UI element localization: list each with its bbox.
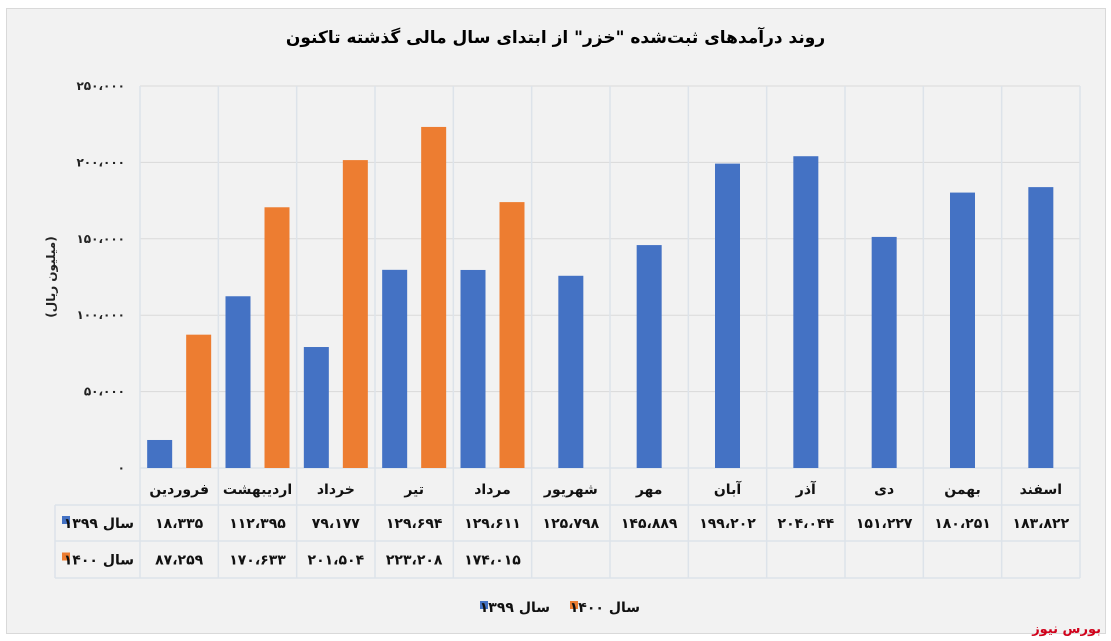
source-label: بورس نیوز xyxy=(1032,622,1101,637)
y-tick-label: ۵۰،۰۰۰ xyxy=(84,385,125,399)
data-cell: ۱۲۵،۷۹۸ xyxy=(543,516,600,532)
category-label: بهمن xyxy=(944,482,980,498)
data-cell: ۲۰۱،۵۰۴ xyxy=(308,553,365,569)
data-cell: ۱۸،۳۳۵ xyxy=(155,516,203,532)
data-cell: ۲۰۴،۰۴۴ xyxy=(778,516,835,532)
series-row-label: سال ۱۳۹۹ xyxy=(64,516,134,532)
category-label: آذر xyxy=(795,480,817,498)
data-cell: ۱۷۴،۰۱۵ xyxy=(464,553,521,569)
data-cell: ۸۷،۲۵۹ xyxy=(155,553,203,569)
y-tick-label: ۱۰۰،۰۰۰ xyxy=(76,308,125,322)
chart-title: روند درآمدهای ثبت‌شده "خزر" از ابتدای سا… xyxy=(285,28,826,48)
category-label: خرداد xyxy=(317,482,355,498)
data-cell: ۱۹۹،۲۰۲ xyxy=(699,516,756,532)
legend-swatch xyxy=(62,552,70,561)
bar-1400 xyxy=(421,126,447,469)
data-cell: ۲۲۳،۲۰۸ xyxy=(386,553,443,569)
y-tick-label: ۱۵۰،۰۰۰ xyxy=(76,232,125,246)
data-cell: ۱۲۹،۶۹۴ xyxy=(386,516,443,532)
bar-1399 xyxy=(636,245,662,468)
bar-1399 xyxy=(382,269,408,468)
category-label: دی xyxy=(874,482,894,498)
bar-1399 xyxy=(1028,187,1054,468)
legend-swatch xyxy=(480,601,488,609)
category-label: تیر xyxy=(403,482,424,498)
bar-1399 xyxy=(715,163,740,469)
data-cell: ۱۸۳،۸۲۲ xyxy=(1013,516,1070,532)
bar-1399 xyxy=(303,347,329,468)
bar-1400 xyxy=(264,207,290,469)
bar-1399 xyxy=(147,439,173,468)
y-axis-label: (میلیون ریال) xyxy=(44,236,59,317)
category-label: مهر xyxy=(635,482,663,498)
y-tick-label: ۰ xyxy=(118,461,125,475)
bar-1399 xyxy=(871,236,897,468)
category-label: فروردین xyxy=(149,482,209,498)
y-tick-label: ۲۵۰،۰۰۰ xyxy=(76,79,125,93)
data-cell: ۱۷۰،۶۳۳ xyxy=(229,553,286,569)
bar-1399 xyxy=(558,275,584,468)
category-label: مرداد xyxy=(474,482,511,498)
category-label: اسفند xyxy=(1020,482,1062,498)
bar-1399 xyxy=(793,156,819,468)
data-cell: ۱۴۵،۸۸۹ xyxy=(621,516,678,532)
series-row-label: سال ۱۴۰۰ xyxy=(64,553,134,569)
legend-entry: سال ۱۴۰۰ xyxy=(570,600,640,616)
bar-1400 xyxy=(186,334,212,468)
bar-1399 xyxy=(225,296,251,468)
category-label: آبان xyxy=(714,480,742,498)
data-cell: ۱۸۰،۲۵۱ xyxy=(934,516,991,532)
legend-entry: سال ۱۳۹۹ xyxy=(480,600,550,616)
data-cell: ۱۲۹،۶۱۱ xyxy=(464,516,521,532)
data-cell: ۱۱۲،۳۹۵ xyxy=(229,516,286,532)
y-tick-label: ۲۰۰،۰۰۰ xyxy=(76,155,125,169)
legend-swatch xyxy=(62,516,70,524)
bar-1399 xyxy=(460,269,486,468)
category-label: اردیبهشت xyxy=(223,482,292,498)
bar-1400 xyxy=(499,202,525,468)
data-cell: ۱۵۱،۲۲۷ xyxy=(856,516,913,532)
data-cell: ۷۹،۱۷۷ xyxy=(312,516,360,532)
bar-1399 xyxy=(950,192,975,468)
category-label: شهریور xyxy=(543,482,598,498)
bar-1400 xyxy=(342,160,368,469)
legend-swatch xyxy=(570,601,578,609)
